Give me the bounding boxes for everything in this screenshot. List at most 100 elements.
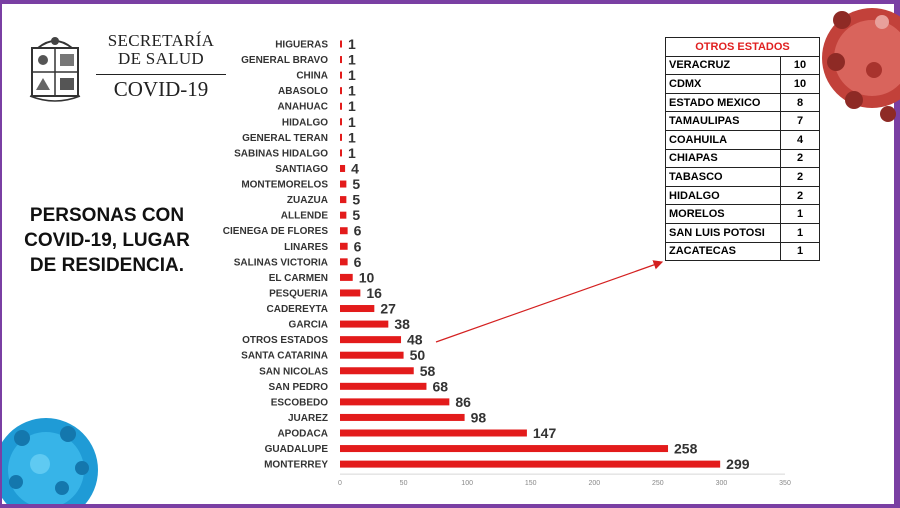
category-label: ESCOBEDO (271, 397, 328, 408)
category-label: HIDALGO (282, 117, 328, 128)
side-caption: PERSONAS CON COVID-19, LUGAR DE RESIDENC… (24, 205, 190, 276)
bacteria-icon (2, 418, 98, 504)
category-label: APODACA (277, 429, 328, 440)
value-label: 4 (351, 160, 359, 176)
table-row: HIDALGO 2 (665, 185, 820, 206)
category-label: MONTERREY (264, 460, 328, 471)
table-row: VERACRUZ 10 (665, 55, 820, 76)
value-label: 1 (348, 36, 356, 52)
x-tick-label: 50 (400, 480, 408, 487)
state-name: TAMAULIPAS (665, 111, 781, 131)
value-label: 5 (352, 192, 360, 208)
category-label: GENERAL BRAVO (241, 55, 328, 66)
bar (340, 273, 353, 281)
x-tick-label: 100 (461, 480, 473, 487)
category-label: JUAREZ (288, 413, 328, 424)
ministry-header: SECRETARÍA DE SALUD COVID-19 (24, 30, 226, 108)
category-label: LINARES (284, 242, 328, 253)
bar (340, 305, 375, 313)
state-count: 1 (780, 241, 820, 262)
bar (340, 227, 348, 235)
category-label: SANTA CATARINA (241, 351, 328, 362)
bar (340, 102, 342, 110)
bar (340, 336, 402, 344)
value-label: 6 (354, 223, 362, 239)
category-label: EL CARMEN (269, 273, 328, 284)
value-label: 16 (366, 285, 382, 301)
bar (340, 351, 404, 359)
table-row: TAMAULIPAS 7 (665, 111, 820, 131)
state-count: 2 (780, 167, 820, 187)
state-name: ZACATECAS (665, 241, 781, 262)
category-label: SALINAS VICTORIA (234, 257, 328, 268)
value-label: 5 (352, 207, 360, 223)
bar (340, 382, 427, 390)
state-name: ESTADO MEXICO (665, 92, 781, 113)
bar (340, 164, 346, 172)
bar (340, 149, 342, 157)
value-label: 27 (380, 301, 396, 317)
state-count: 1 (780, 204, 820, 224)
value-label: 1 (348, 145, 356, 161)
value-label: 1 (348, 52, 356, 68)
value-label: 86 (455, 394, 471, 410)
x-tick-label: 0 (338, 480, 342, 487)
bar (340, 429, 527, 437)
bar (340, 445, 669, 453)
value-label: 5 (352, 176, 360, 192)
ministry-title: SECRETARÍA DE SALUD COVID-19 (96, 32, 226, 101)
value-label: 1 (348, 114, 356, 130)
table-row: CDMX 10 (665, 74, 820, 94)
bar (340, 87, 342, 95)
value-label: 147 (533, 425, 557, 441)
state-name: CDMX (665, 74, 781, 94)
state-count: 10 (780, 74, 820, 94)
state-count: 4 (780, 129, 820, 150)
other-states-table: OTROS ESTADOS VERACRUZ 10 CDMX 10 ESTADO MEX… (665, 37, 820, 262)
value-label: 50 (410, 347, 426, 363)
bar (340, 398, 450, 406)
category-label: CADEREYTA (267, 304, 328, 315)
category-label: GENERAL TERAN (242, 133, 328, 144)
bar (340, 180, 347, 188)
bar (340, 71, 342, 79)
coronavirus-icon (822, 8, 900, 122)
state-name: MORELOS (665, 204, 781, 224)
category-label: CIENEGA DE FLORES (223, 226, 329, 237)
state-seal-icon (29, 37, 81, 102)
value-label: 58 (420, 363, 436, 379)
value-label: 1 (348, 98, 356, 114)
bar (340, 118, 342, 126)
category-label: OTROS ESTADOS (242, 335, 328, 346)
category-label: GUADALUPE (265, 444, 329, 455)
category-label: HIGUERAS (275, 40, 328, 51)
table-row: SAN LUIS POTOSI 1 (665, 222, 820, 243)
x-tick-label: 350 (779, 480, 791, 487)
table-row: MORELOS 1 (665, 204, 820, 224)
state-name: VERACRUZ (665, 55, 781, 76)
state-count: 7 (780, 111, 820, 131)
x-tick-label: 300 (716, 480, 728, 487)
bar (340, 211, 347, 219)
category-label: ALLENDE (281, 211, 329, 222)
other-states-title: OTROS ESTADOS (665, 37, 820, 57)
category-label: CHINA (296, 71, 328, 82)
bar (340, 460, 721, 468)
bar (340, 367, 414, 375)
state-count: 1 (780, 222, 820, 243)
state-count: 2 (780, 185, 820, 206)
value-label: 1 (348, 67, 356, 83)
state-name: SAN LUIS POTOSI (665, 222, 781, 243)
value-label: 38 (394, 316, 410, 332)
state-count: 2 (780, 148, 820, 169)
value-label: 48 (407, 332, 423, 348)
bar (340, 40, 342, 48)
value-label: 1 (348, 129, 356, 145)
bar (340, 320, 389, 328)
state-name: HIDALGO (665, 185, 781, 206)
bar (340, 289, 361, 297)
bar (340, 242, 348, 250)
value-label: 68 (432, 378, 448, 394)
category-label: SAN NICOLAS (259, 366, 328, 377)
